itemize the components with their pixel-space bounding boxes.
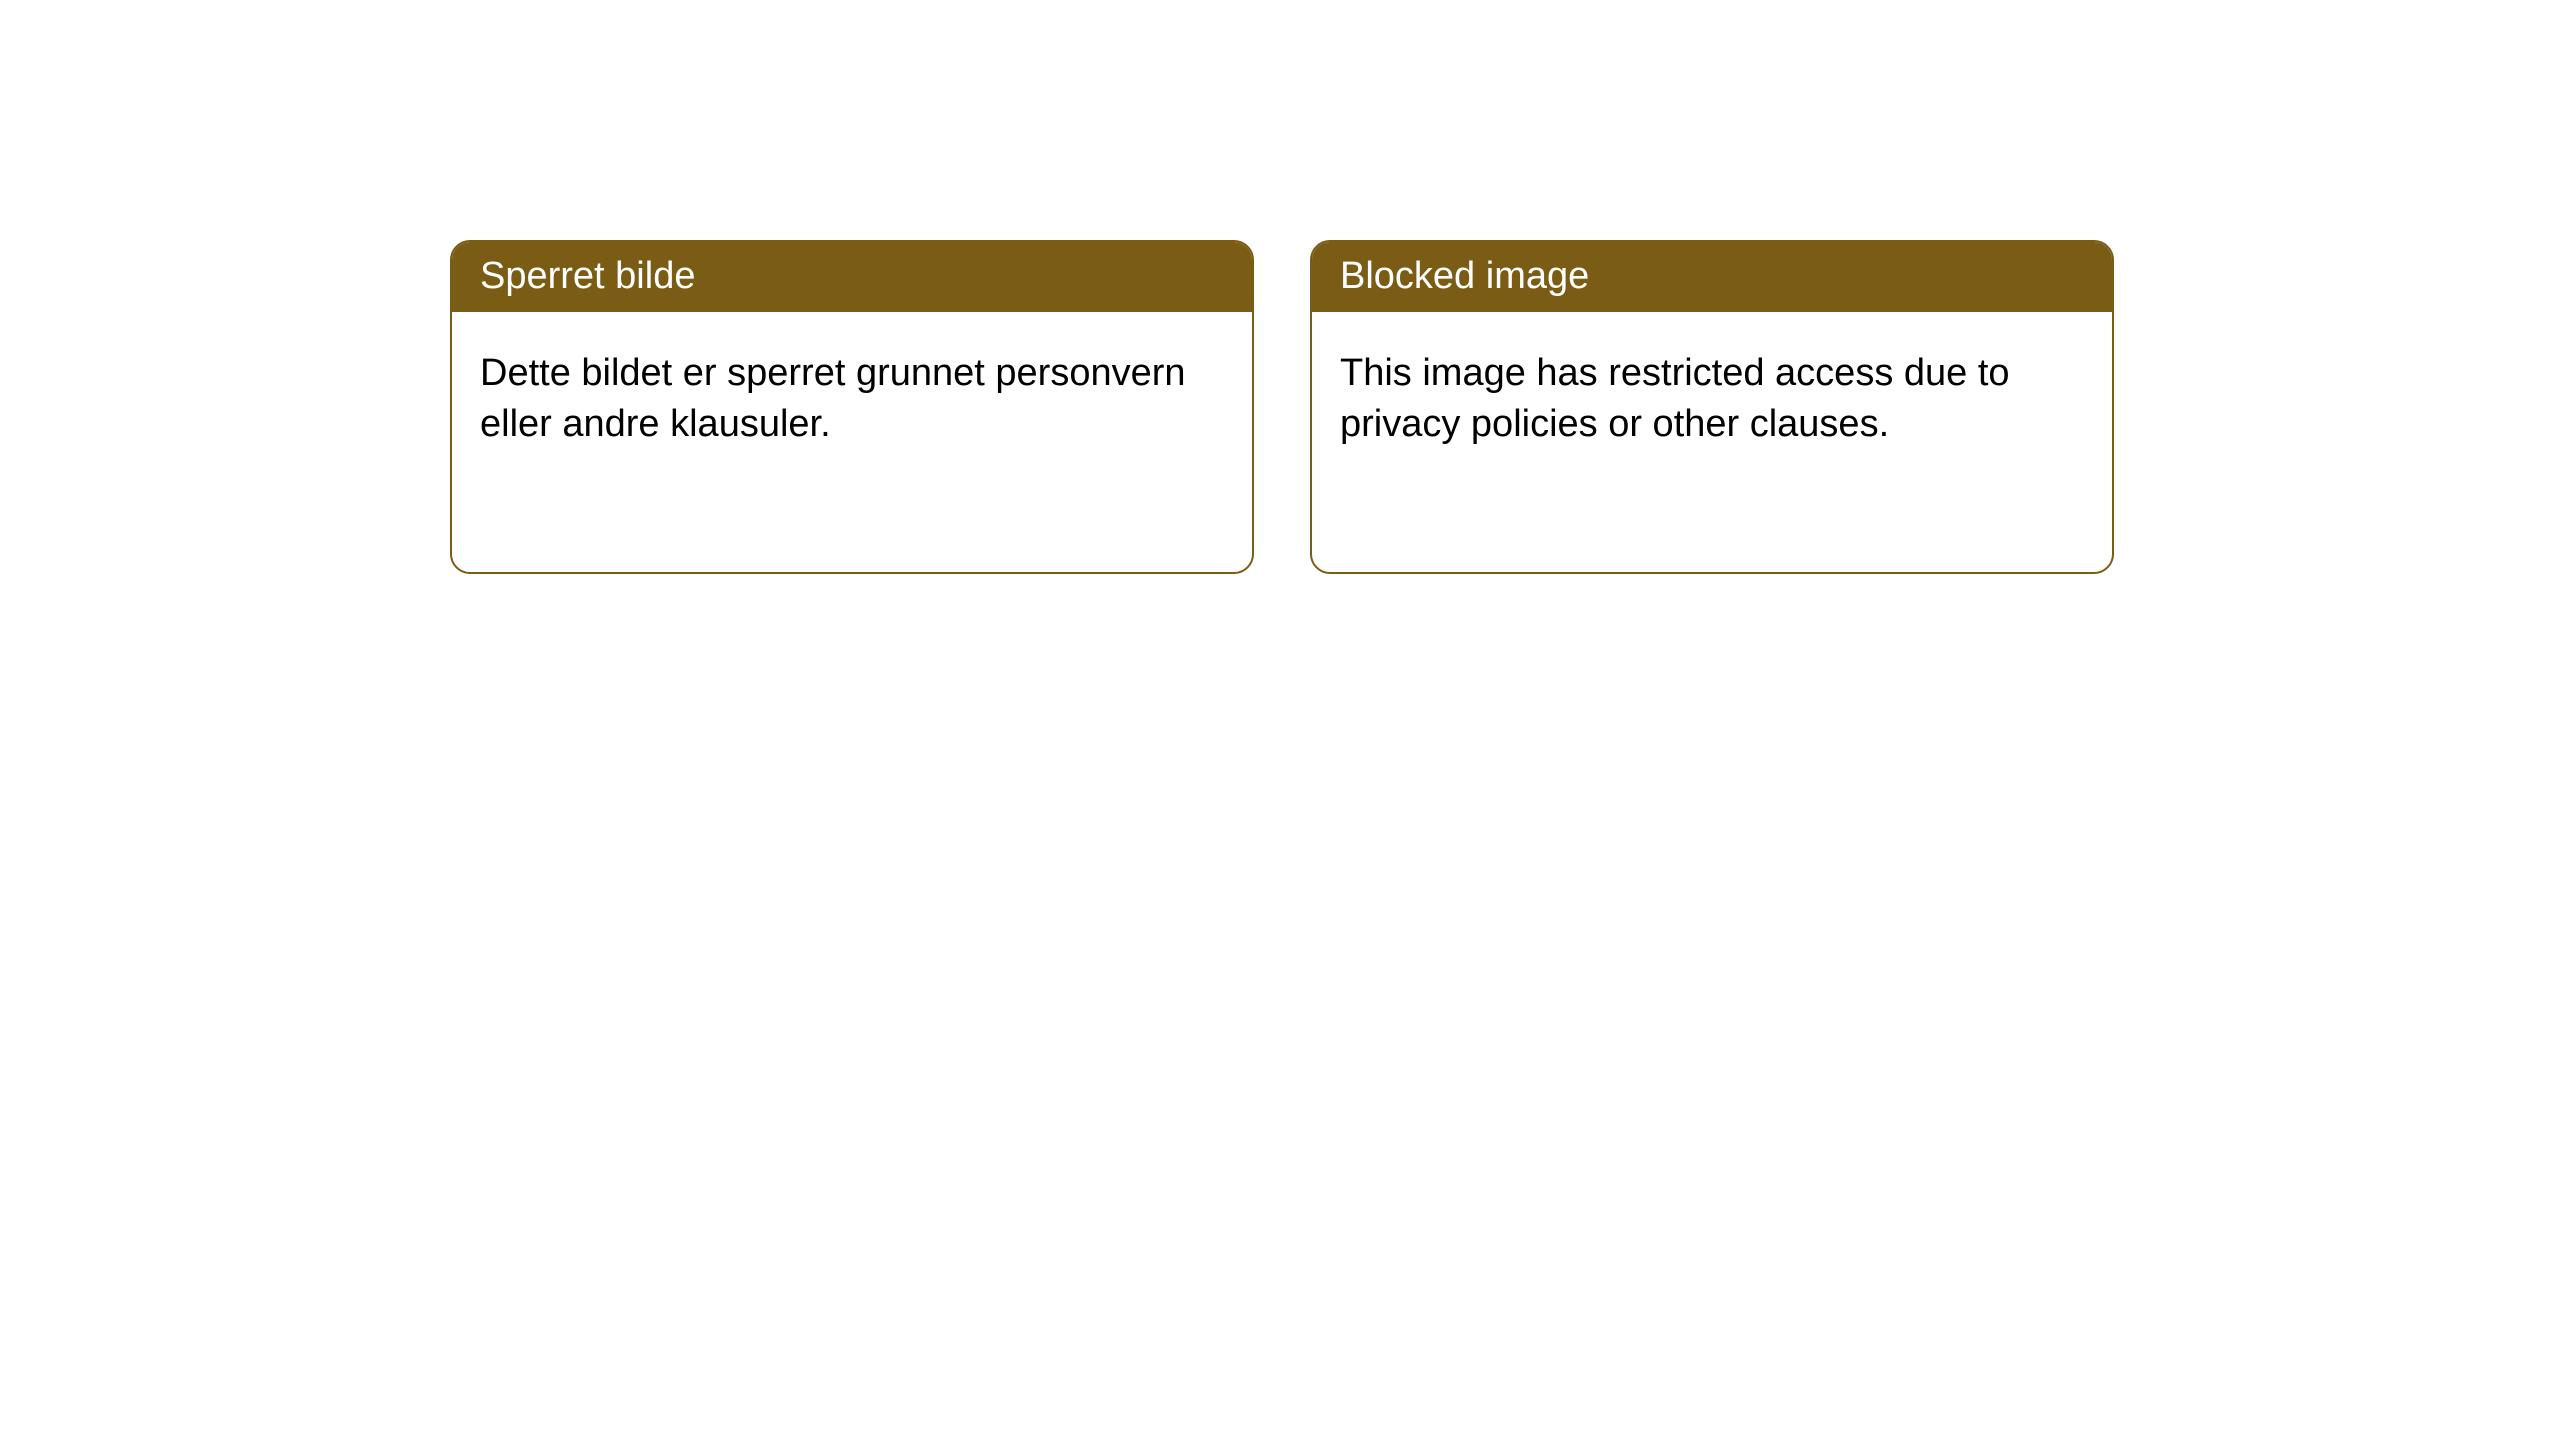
card-body-english: This image has restricted access due to … <box>1312 312 2112 572</box>
card-english: Blocked image This image has restricted … <box>1310 240 2114 574</box>
card-norwegian: Sperret bilde Dette bildet er sperret gr… <box>450 240 1254 574</box>
card-body-norwegian: Dette bildet er sperret grunnet personve… <box>452 312 1252 572</box>
card-container: Sperret bilde Dette bildet er sperret gr… <box>0 0 2560 574</box>
card-header-english: Blocked image <box>1312 242 2112 312</box>
card-header-norwegian: Sperret bilde <box>452 242 1252 312</box>
